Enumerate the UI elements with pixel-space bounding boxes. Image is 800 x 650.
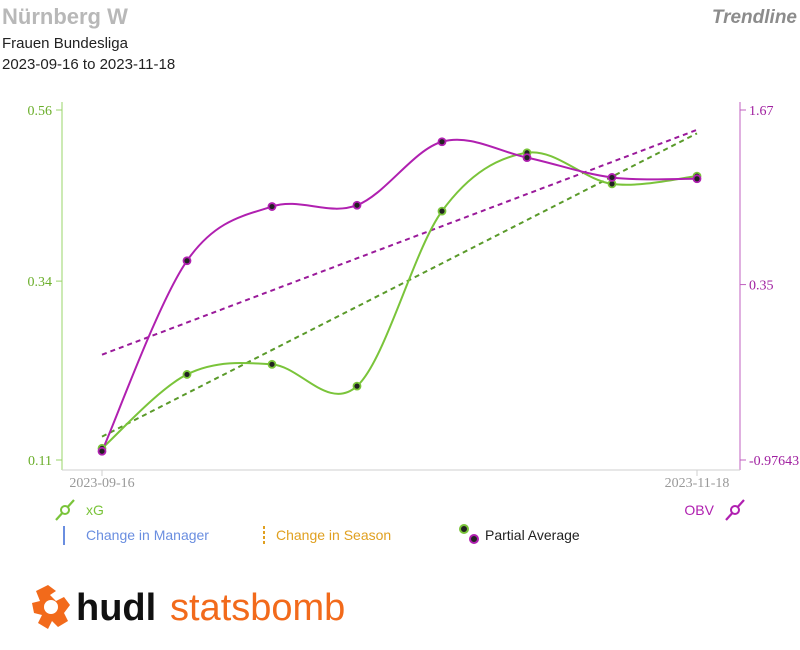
obv-data-point[interactable]: [97, 446, 107, 456]
left-tick-label: 0.11: [28, 454, 52, 469]
right-tick-label: 0.35: [749, 279, 774, 294]
hudl-statsbomb-logo: hudl statsbomb: [30, 583, 370, 638]
legend-obv-label: OBV: [684, 502, 714, 518]
xg-data-point[interactable]: [267, 359, 277, 369]
xg-data-point[interactable]: [437, 206, 447, 216]
xg-data-point[interactable]: [182, 370, 192, 379]
axis-ticks: 0.56 0.34 0.11 1.67 0.35 -0.97643 2023-09-16 20…: [28, 104, 800, 491]
legend-xg[interactable]: xG: [55, 499, 104, 521]
obv-series-line: [101, 138, 698, 452]
team-title: Nürnberg W: [2, 4, 128, 29]
partial-obv-icon: [469, 534, 479, 544]
competition-label: Frauen Bundesliga: [2, 35, 128, 52]
obv-trend-line: [101, 128, 698, 356]
xg-legend-icon: [60, 505, 70, 515]
xg-data-point[interactable]: [352, 381, 362, 391]
x-tick-label: 2023-09-16: [69, 476, 134, 491]
logo-mark: hudl statsbomb: [32, 585, 345, 629]
obv-data-point[interactable]: [182, 256, 192, 266]
right-tick-label: 1.67: [749, 104, 774, 119]
legend-manager-label: Change in Manager: [86, 527, 209, 543]
legend-manager[interactable]: Change in Manager: [63, 526, 209, 545]
obv-data-point[interactable]: [692, 174, 702, 184]
legend-partial[interactable]: Partial Average: [459, 524, 580, 544]
xg-series-line: [101, 151, 698, 450]
date-range-label: 2023-09-16 to 2023-11-18: [2, 56, 176, 73]
logo-text-light: statsbomb: [170, 587, 345, 629]
legend-obv[interactable]: OBV: [684, 499, 745, 521]
obv-data-point[interactable]: [607, 173, 617, 182]
obv-data-point[interactable]: [522, 153, 532, 163]
series-points: [97, 137, 702, 456]
left-tick-label: 0.56: [28, 104, 53, 119]
obv-data-point[interactable]: [352, 200, 362, 210]
series-lines: [101, 138, 698, 452]
partial-xg-icon: [459, 524, 469, 534]
legend-xg-label: xG: [86, 502, 104, 518]
legend-season[interactable]: Change in Season: [263, 526, 391, 545]
right-tick-label: -0.97643: [749, 454, 799, 469]
x-tick-label: 2023-11-18: [665, 476, 730, 491]
logo-text-bold: hudl: [76, 587, 156, 629]
legend-partial-label: Partial Average: [485, 527, 580, 543]
trend-lines: [101, 128, 698, 438]
legend-season-label: Change in Season: [276, 527, 391, 543]
obv-data-point[interactable]: [267, 202, 277, 211]
obv-legend-icon: [730, 505, 740, 515]
left-tick-label: 0.34: [28, 275, 53, 290]
obv-data-point[interactable]: [437, 137, 447, 147]
logo-center: [44, 600, 58, 614]
chart-type-label: Trendline: [711, 7, 797, 28]
xg-trend-line: [101, 132, 698, 438]
